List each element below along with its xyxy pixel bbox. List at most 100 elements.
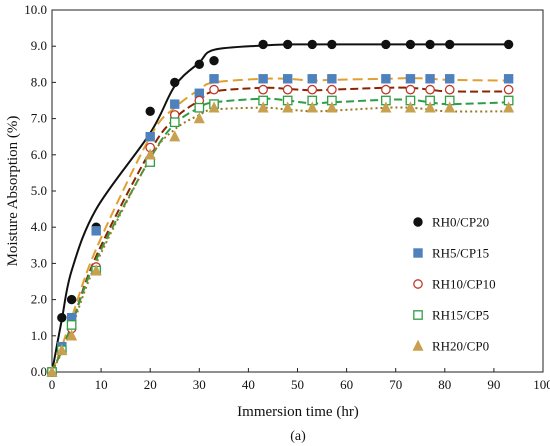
fit-lines [51,43,509,373]
data-point-rh20-cp0 [257,101,269,113]
legend-label: RH10/CP10 [432,277,496,292]
legend-label: RH5/CP15 [432,246,489,261]
x-tick-label: 60 [340,377,353,392]
fit-line-rh0-cp20 [51,43,509,373]
data-point-rh10-cp10 [258,84,268,95]
data-point-rh0-cp20 [66,294,77,305]
y-tick-label: 7.0 [31,111,47,126]
y-tick-label: 6.0 [31,147,47,162]
data-point-rh20-cp0 [424,101,436,113]
fit-line-rh10-cp10 [51,86,509,373]
data-point-rh10-cp10 [381,84,391,95]
series-rh20-cp0 [46,101,515,377]
data-point-rh15-cp5 [66,320,77,330]
data-point-rh0-cp20 [194,59,205,70]
data-point-rh10-cp10 [282,84,293,95]
series-rh10-cp10 [47,84,514,377]
data-point-rh10-cp10 [444,84,455,95]
data-point-rh0-cp20 [307,39,317,50]
fit-line-rh20-cp0 [51,106,509,373]
data-point-rh20-cp0 [404,101,416,113]
legend-item-rh15-cp5: RH15/CP5 [413,308,489,323]
data-point-rh5-cp15 [327,74,337,84]
figure-caption: (a) [290,429,306,444]
x-tick-label: 0 [49,377,56,392]
y-tick-label: 9.0 [31,38,47,53]
y-tick-label: 10.0 [24,2,47,17]
data-point-rh0-cp20 [327,39,337,50]
series-rh15-cp5 [47,95,514,377]
data-point-rh5-cp15 [209,74,219,84]
data-point-rh5-cp15 [145,132,155,142]
data-point-rh20-cp0 [282,101,294,113]
data-point-rh5-cp15 [307,74,317,84]
legend-item-rh0-cp20: RH0/CP20 [413,215,489,230]
legend-marker-rh10-cp10 [413,279,423,289]
data-point-rh15-cp5 [194,102,205,113]
legend-marker-rh20-cp0 [412,339,424,351]
data-point-rh0-cp20 [381,39,391,50]
data-point-rh20-cp0 [503,101,515,113]
data-point-rh10-cp10 [405,84,416,95]
data-point-rh5-cp15 [170,99,180,109]
data-point-rh0-cp20 [170,77,180,88]
data-point-rh0-cp20 [258,39,268,50]
data-point-rh10-cp10 [327,84,337,95]
data-point-rh0-cp20 [405,39,416,50]
data-point-rh0-cp20 [145,106,155,117]
data-point-rh0-cp20 [425,39,435,50]
legend-label: RH15/CP5 [432,308,489,323]
y-tick-label: 5.0 [31,183,47,198]
legend-marker-rh0-cp20 [413,217,423,227]
x-tick-label: 100 [533,377,550,392]
legend-item-rh10-cp10: RH10/CP10 [413,277,496,292]
data-point-rh20-cp0 [90,264,102,276]
data-point-rh15-cp5 [169,117,180,128]
data-point-rh0-cp20 [282,39,293,50]
y-tick-label: 2.0 [31,292,47,307]
x-tick-label: 70 [389,377,402,392]
x-tick-label: 20 [144,377,157,392]
data-point-rh0-cp20 [445,39,455,50]
legend-item-rh5-cp15: RH5/CP15 [413,246,489,261]
data-point-rh5-cp15 [405,74,416,84]
x-tick-label: 30 [193,377,206,392]
data-point-rh20-cp0 [444,101,456,113]
x-tick-label: 90 [487,377,500,392]
data-point-rh5-cp15 [425,74,435,84]
data-point-rh20-cp0 [144,148,156,160]
data-point-rh10-cp10 [209,84,219,95]
y-axis-title: Moisture Absorption (%) [5,116,21,267]
data-point-rh5-cp15 [445,74,455,84]
series-rh0-cp20 [47,39,514,377]
x-tick-label: 40 [242,377,255,392]
data-point-rh20-cp0 [66,329,78,341]
data-point-rh5-cp15 [282,74,293,84]
y-tick-label: 3.0 [31,255,47,270]
fit-line-rh15-cp5 [51,97,509,373]
data-point-rh5-cp15 [258,74,268,84]
x-tick-label: 80 [438,377,451,392]
legend-label: RH20/CP0 [432,339,489,354]
data-point-rh0-cp20 [209,55,219,66]
data-point-rh5-cp15 [381,74,391,84]
data-point-rh10-cp10 [307,84,318,95]
y-axis: 0.0 1.0 2.0 3.0 4.0 5.0 6.0 7.0 8.0 9.0 10.0 [24,2,56,379]
legend: RH0/CP20 RH5/CP15 RH10/CP10 RH15/CP5 RH20/CP… [412,215,496,354]
legend-item-rh20-cp0: RH20/CP0 [412,339,489,354]
data-point-rh5-cp15 [503,74,514,84]
x-tick-label: 10 [95,377,108,392]
data-point-rh20-cp0 [56,343,68,355]
data-point-rh20-cp0 [380,101,392,113]
x-tick-label: 50 [291,377,304,392]
data-point-rh20-cp0 [208,101,220,113]
data-point-rh0-cp20 [503,39,514,50]
data-point-rh20-cp0 [326,101,338,113]
data-point-rh20-cp0 [46,365,58,377]
data-point-rh10-cp10 [425,84,435,95]
data-point-rh20-cp0 [193,112,205,124]
legend-label: RH0/CP20 [432,215,489,230]
data-point-rh0-cp20 [57,313,67,323]
x-axis-title: Immersion time (hr) [237,404,359,420]
data-point-rh10-cp10 [503,84,514,95]
